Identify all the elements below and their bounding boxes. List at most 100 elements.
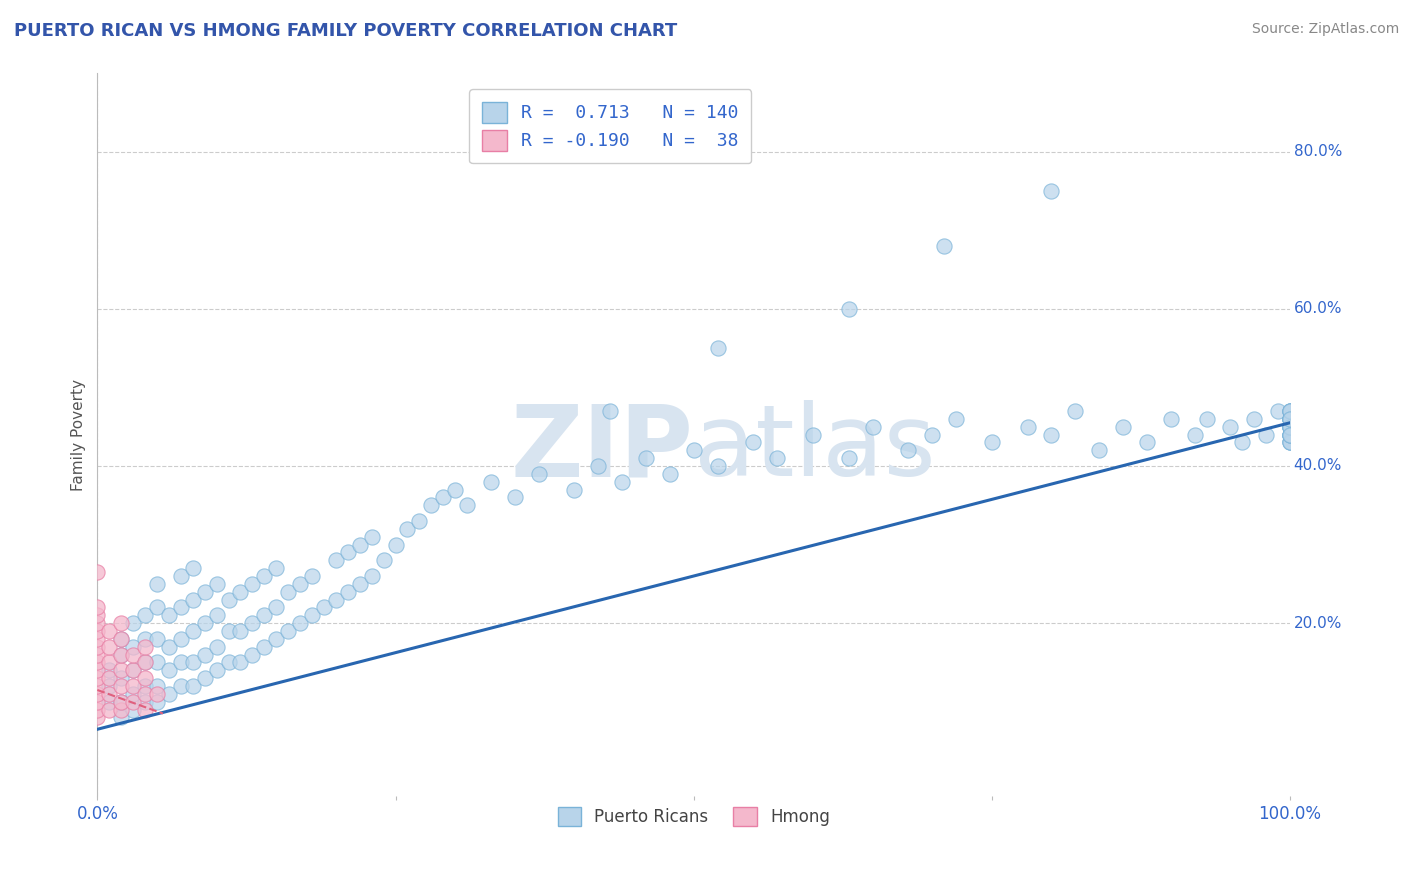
Point (862, 419, 884, 434)
Point (1243, 412, 1265, 426)
Point (157, 687, 180, 701)
Point (325, 592, 347, 607)
Point (110, 648, 132, 662)
Point (1279, 427, 1302, 442)
Point (86, 648, 108, 662)
Text: 20.0%: 20.0% (1294, 615, 1341, 631)
Point (134, 679, 156, 693)
Point (264, 632, 287, 646)
Point (86, 663, 108, 677)
Point (527, 467, 550, 481)
Point (170, 679, 193, 693)
Point (1256, 427, 1278, 442)
Point (122, 663, 145, 677)
Point (181, 679, 204, 693)
Point (205, 608, 228, 623)
Point (1279, 419, 1302, 434)
Point (181, 624, 204, 638)
Point (134, 656, 156, 670)
Point (1279, 404, 1302, 418)
Point (110, 616, 132, 631)
Point (1279, 412, 1302, 426)
Point (1219, 419, 1241, 434)
Text: 60.0%: 60.0% (1294, 301, 1343, 317)
Point (1040, 184, 1063, 198)
Point (98, 671, 121, 685)
Point (1195, 412, 1218, 426)
Point (1184, 427, 1206, 442)
Point (503, 491, 526, 505)
Point (408, 514, 430, 528)
Point (1279, 427, 1302, 442)
Point (98, 679, 121, 693)
Point (98, 703, 121, 717)
Point (336, 545, 359, 559)
Point (98, 663, 121, 677)
Point (98, 640, 121, 654)
Point (122, 679, 145, 693)
Point (194, 671, 217, 685)
Point (264, 561, 287, 575)
Point (146, 632, 169, 646)
Point (242, 577, 264, 591)
Point (1279, 404, 1302, 418)
Point (1279, 404, 1302, 418)
Point (86, 616, 108, 631)
Point (86, 656, 108, 670)
Point (170, 600, 193, 615)
Point (110, 703, 132, 717)
Point (1160, 412, 1182, 426)
Point (599, 404, 621, 418)
Point (134, 656, 156, 670)
Point (479, 475, 502, 489)
Point (396, 522, 419, 536)
Point (110, 695, 132, 709)
Point (1279, 419, 1302, 434)
Point (264, 600, 287, 615)
Point (157, 640, 180, 654)
Point (420, 498, 443, 512)
Point (921, 427, 943, 442)
Point (1279, 435, 1302, 450)
Point (110, 695, 132, 709)
Point (801, 427, 824, 442)
Point (242, 616, 264, 631)
Point (564, 483, 586, 497)
Point (1279, 412, 1302, 426)
Point (229, 656, 252, 670)
Point (86, 608, 108, 623)
Point (86, 710, 108, 724)
Point (934, 239, 956, 253)
Point (157, 663, 180, 677)
Point (634, 451, 657, 466)
Point (360, 569, 382, 583)
Point (157, 608, 180, 623)
Point (110, 663, 132, 677)
Point (205, 663, 228, 677)
Text: PUERTO RICAN VS HMONG FAMILY POVERTY CORRELATION CHART: PUERTO RICAN VS HMONG FAMILY POVERTY COR… (14, 22, 678, 40)
Point (766, 451, 789, 466)
Point (336, 584, 359, 599)
Text: 80.0%: 80.0% (1294, 145, 1341, 159)
Point (682, 443, 704, 458)
Point (205, 577, 228, 591)
Point (229, 584, 252, 599)
Point (1279, 419, 1302, 434)
Point (170, 656, 193, 670)
Point (1279, 427, 1302, 442)
Point (110, 710, 132, 724)
Point (1279, 404, 1302, 418)
Point (110, 648, 132, 662)
Point (122, 663, 145, 677)
Point (170, 569, 193, 583)
Point (242, 648, 264, 662)
Point (146, 687, 169, 701)
Point (384, 538, 406, 552)
Point (218, 592, 240, 607)
Point (1279, 412, 1302, 426)
Point (288, 577, 311, 591)
Text: 40.0%: 40.0% (1294, 458, 1341, 474)
Point (146, 577, 169, 591)
Point (1232, 435, 1254, 450)
Point (110, 632, 132, 646)
